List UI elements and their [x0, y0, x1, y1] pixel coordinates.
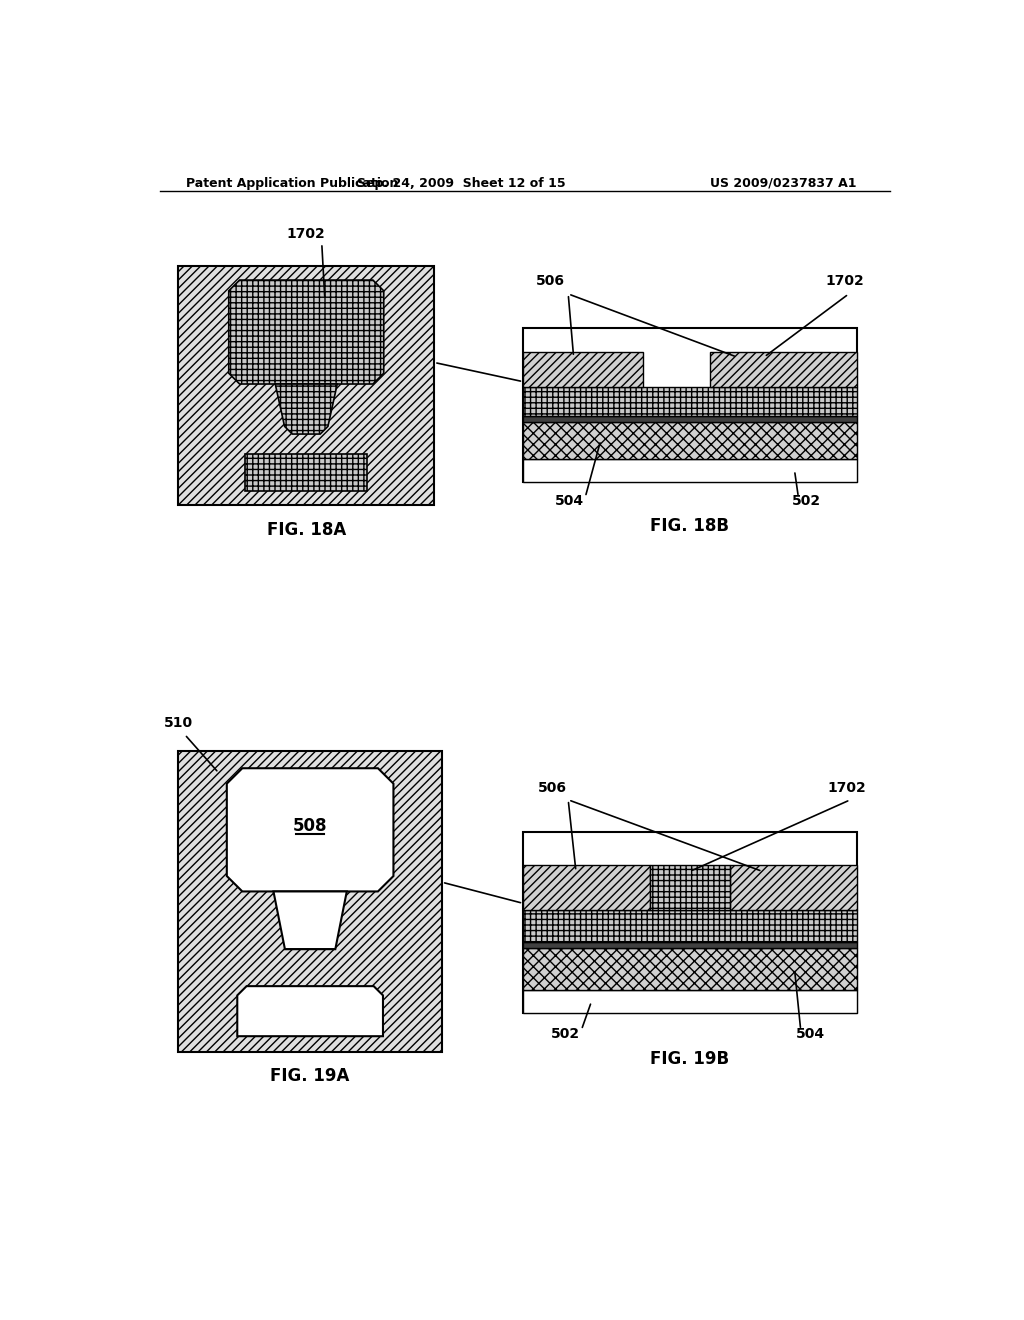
Bar: [523, 832, 856, 1014]
Text: FIG. 19B: FIG. 19B: [650, 1051, 729, 1068]
Text: Patent Application Publication: Patent Application Publication: [186, 177, 398, 190]
Bar: [710, 352, 856, 387]
Text: 502: 502: [792, 494, 820, 508]
Polygon shape: [228, 280, 384, 384]
Text: 1702: 1702: [827, 781, 866, 795]
Polygon shape: [273, 891, 347, 949]
Polygon shape: [238, 986, 383, 1036]
Bar: [523, 422, 856, 459]
Text: 506: 506: [536, 275, 565, 289]
Bar: [178, 267, 434, 506]
Bar: [523, 459, 856, 482]
Text: 510: 510: [164, 715, 193, 730]
Bar: [523, 387, 856, 416]
Bar: [178, 751, 442, 1052]
Bar: [523, 948, 856, 990]
Bar: [523, 866, 650, 909]
Bar: [523, 909, 856, 942]
Text: US 2009/0237837 A1: US 2009/0237837 A1: [710, 177, 856, 190]
Text: 502: 502: [551, 1027, 581, 1040]
Text: FIG. 18B: FIG. 18B: [650, 517, 729, 536]
Text: FIG. 18A: FIG. 18A: [266, 520, 346, 539]
Bar: [523, 327, 856, 482]
Bar: [523, 416, 856, 422]
Bar: [245, 454, 368, 491]
Bar: [650, 866, 730, 909]
Polygon shape: [226, 768, 393, 891]
Text: 504: 504: [555, 494, 585, 508]
Bar: [730, 866, 856, 909]
Bar: [523, 942, 856, 948]
Text: FIG. 19A: FIG. 19A: [270, 1068, 350, 1085]
Bar: [523, 352, 643, 387]
Polygon shape: [275, 384, 337, 434]
Bar: [523, 990, 856, 1014]
Text: 1702: 1702: [287, 227, 326, 240]
Text: Sep. 24, 2009  Sheet 12 of 15: Sep. 24, 2009 Sheet 12 of 15: [357, 177, 565, 190]
Text: 504: 504: [796, 1027, 824, 1040]
Text: 506: 506: [539, 781, 567, 795]
Text: 508: 508: [293, 817, 328, 836]
Text: 1702: 1702: [825, 275, 864, 289]
